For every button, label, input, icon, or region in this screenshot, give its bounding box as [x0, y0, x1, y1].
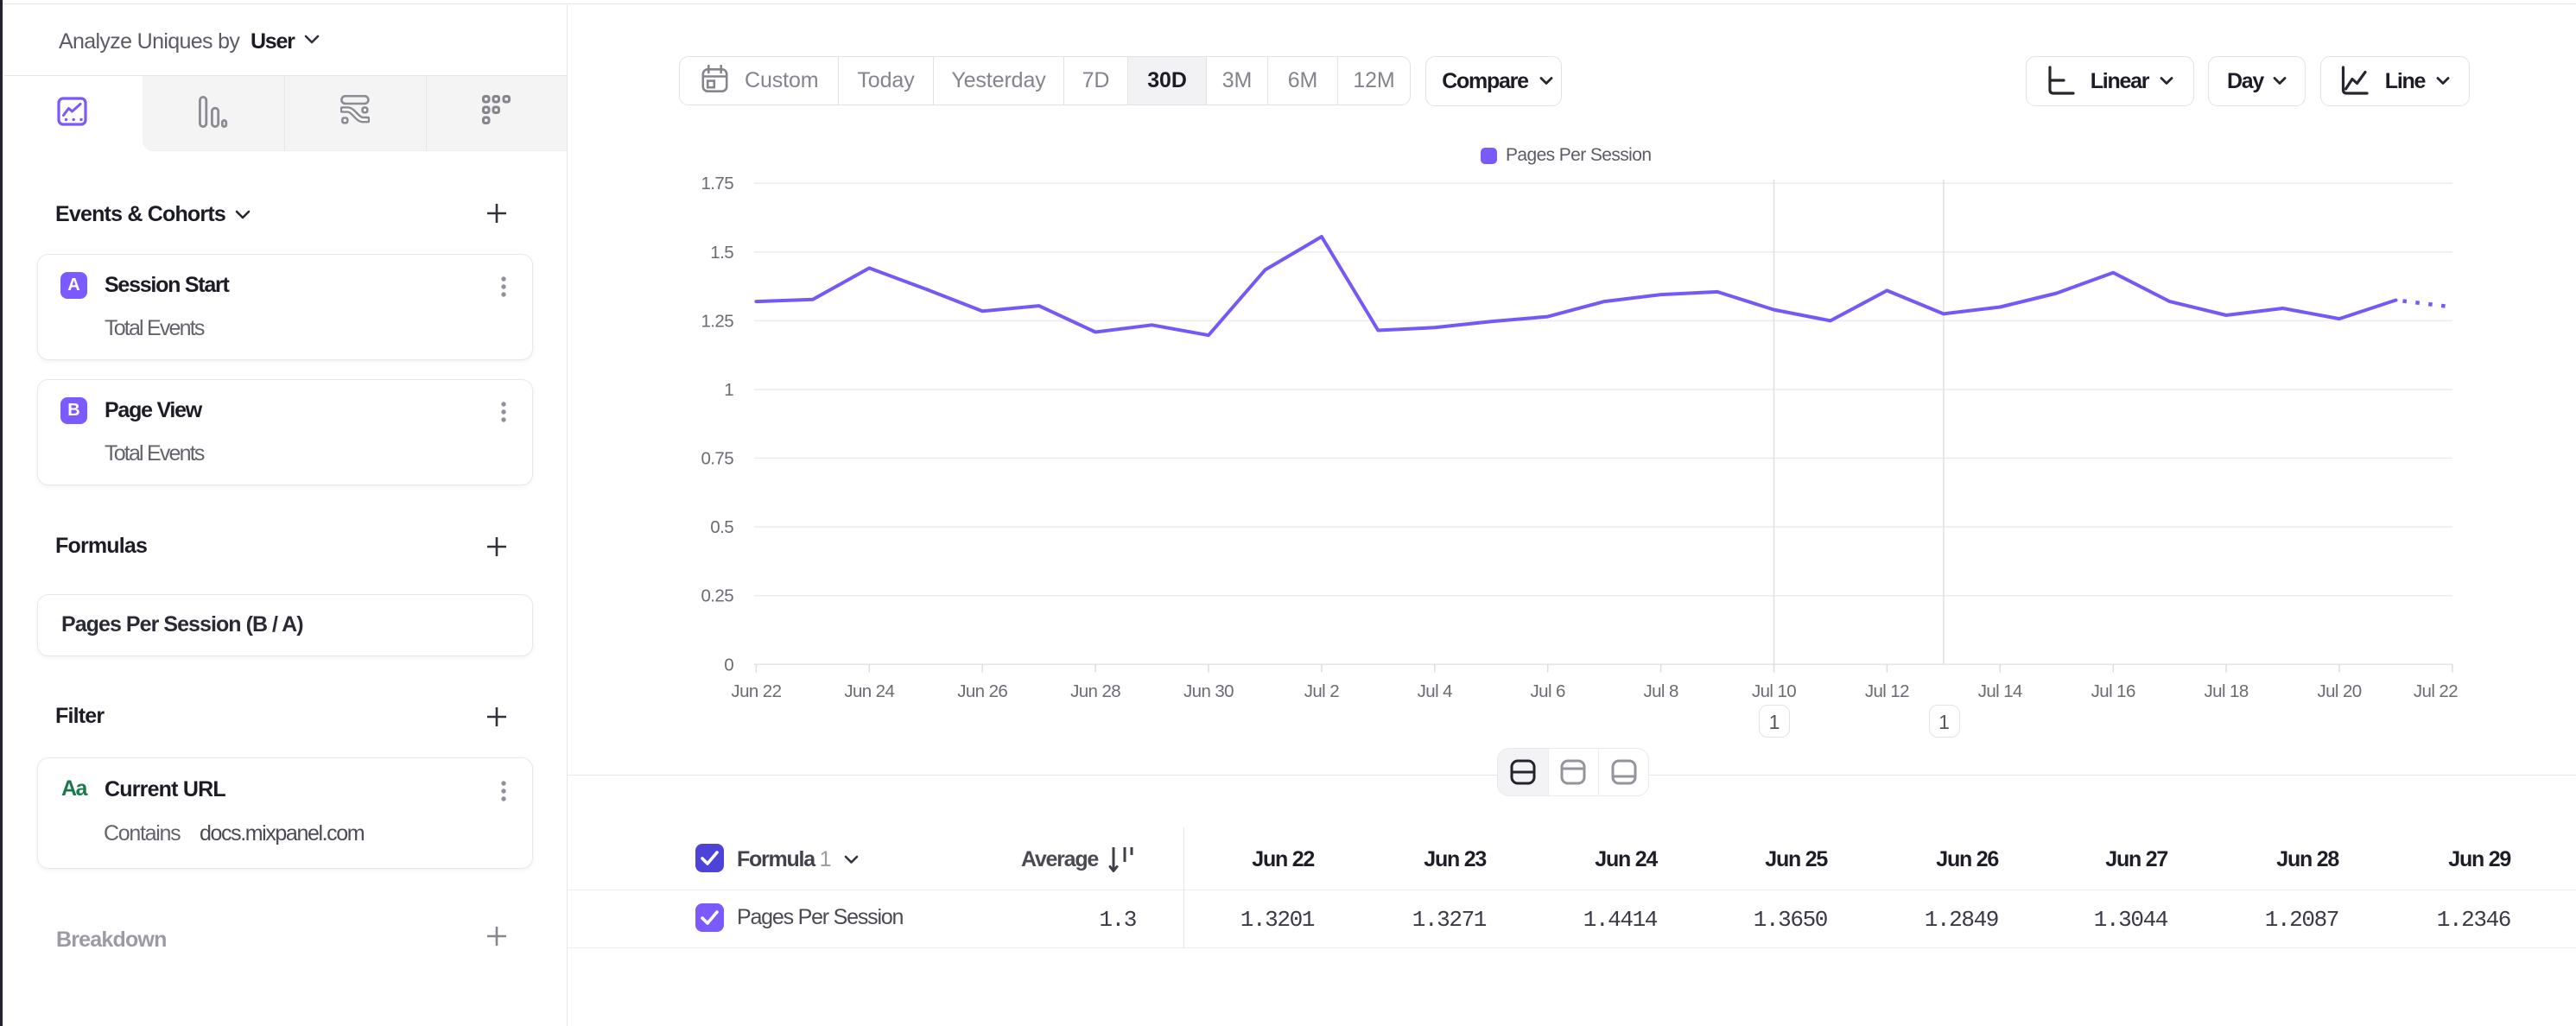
svg-text:Jul 14: Jul 14: [1978, 681, 2022, 701]
svg-text:0.5: 0.5: [710, 517, 733, 537]
svg-text:1: 1: [724, 380, 733, 400]
svg-text:1.5: 1.5: [710, 243, 733, 263]
svg-text:Jul 16: Jul 16: [2091, 681, 2135, 701]
svg-text:Jun 22: Jun 22: [731, 681, 781, 701]
svg-text:Jul 20: Jul 20: [2317, 681, 2361, 701]
svg-text:Jul 4: Jul 4: [1418, 681, 1453, 701]
svg-text:Jul 18: Jul 18: [2205, 681, 2249, 701]
svg-text:Jul 10: Jul 10: [1752, 681, 1796, 701]
svg-text:Jul 6: Jul 6: [1531, 681, 1566, 701]
svg-text:Jul 22: Jul 22: [2414, 681, 2458, 701]
svg-text:0.75: 0.75: [701, 449, 734, 469]
svg-text:Jul 8: Jul 8: [1643, 681, 1678, 701]
svg-text:1.25: 1.25: [701, 311, 734, 331]
svg-text:0.25: 0.25: [701, 586, 734, 606]
svg-text:Jun 28: Jun 28: [1070, 681, 1120, 701]
svg-text:Jul 2: Jul 2: [1304, 681, 1340, 701]
svg-text:Jun 30: Jun 30: [1183, 681, 1234, 701]
svg-text:Jun 24: Jun 24: [844, 681, 894, 701]
svg-text:0: 0: [724, 655, 733, 674]
svg-text:Jul 12: Jul 12: [1865, 681, 1909, 701]
svg-text:1.75: 1.75: [701, 174, 734, 193]
svg-text:Jun 26: Jun 26: [957, 681, 1007, 701]
